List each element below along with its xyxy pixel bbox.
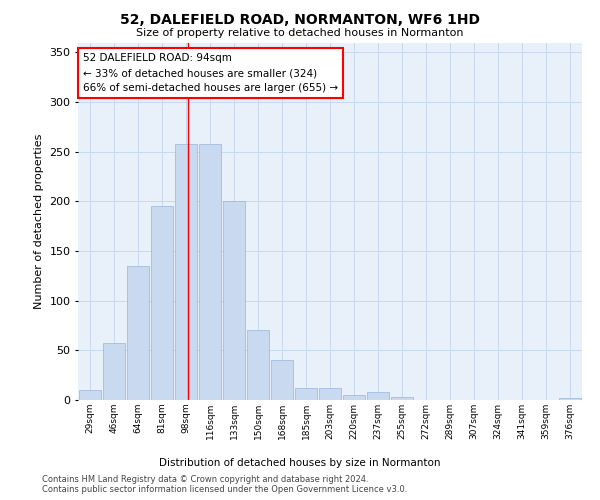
Text: Contains HM Land Registry data © Crown copyright and database right 2024.: Contains HM Land Registry data © Crown c… — [42, 475, 368, 484]
Text: Size of property relative to detached houses in Normanton: Size of property relative to detached ho… — [136, 28, 464, 38]
Bar — [271, 360, 293, 400]
Bar — [175, 144, 197, 400]
Text: 52, DALEFIELD ROAD, NORMANTON, WF6 1HD: 52, DALEFIELD ROAD, NORMANTON, WF6 1HD — [120, 12, 480, 26]
Bar — [367, 392, 389, 400]
Bar — [223, 202, 245, 400]
Bar — [295, 388, 317, 400]
Bar — [559, 398, 581, 400]
Bar — [103, 344, 125, 400]
Bar — [79, 390, 101, 400]
Text: 52 DALEFIELD ROAD: 94sqm
← 33% of detached houses are smaller (324)
66% of semi-: 52 DALEFIELD ROAD: 94sqm ← 33% of detach… — [83, 53, 338, 93]
Y-axis label: Number of detached properties: Number of detached properties — [34, 134, 44, 309]
Bar — [247, 330, 269, 400]
Bar — [127, 266, 149, 400]
Bar — [319, 388, 341, 400]
Bar — [343, 395, 365, 400]
Bar — [391, 397, 413, 400]
Text: Distribution of detached houses by size in Normanton: Distribution of detached houses by size … — [159, 458, 441, 468]
Bar — [151, 206, 173, 400]
Text: Contains public sector information licensed under the Open Government Licence v3: Contains public sector information licen… — [42, 485, 407, 494]
Bar — [199, 144, 221, 400]
